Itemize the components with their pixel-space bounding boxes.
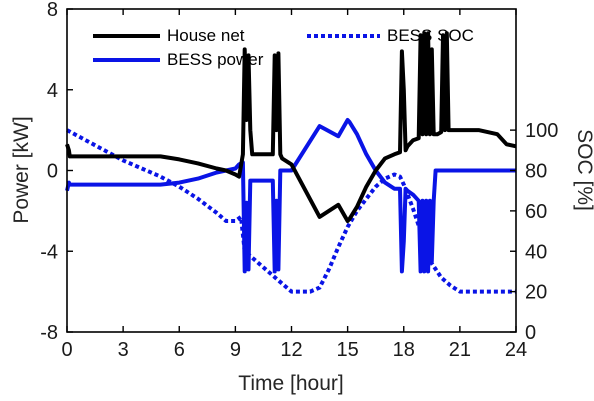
legend-label-bess-power: BESS power [167,50,264,69]
x-tick-label: 0 [61,339,72,361]
x-tick-label: 15 [337,339,359,361]
legend: House net BESS power BESS SOC [93,26,474,69]
y-right-tick-label: 0 [525,322,536,344]
y-axis-label-left: Power [kW] [10,116,33,223]
series-line-house-net [65,31,517,223]
y-right-tick-label: 20 [525,282,547,304]
y-left-tick-label: 4 [47,80,58,102]
legend-label-house-net: House net [167,26,245,45]
y-left-tick-label: 8 [47,0,58,21]
y-left-tick-label: -4 [40,241,58,263]
y-right-tick-label: 100 [525,120,558,142]
y-axis-label-right: SOC [%] [573,129,594,211]
x-tick-label: 21 [449,339,471,361]
y-left-tick-label: 0 [47,161,58,183]
legend-label-bess-soc: BESS SOC [387,26,474,45]
plot-lines [65,31,517,294]
x-axis-label: Time [hour] [238,372,343,395]
x-tick-label: 24 [505,339,527,361]
y-right-tick-label: 60 [525,201,547,223]
series-line-bess-power [65,118,516,274]
x-tick-label: 3 [118,339,129,361]
x-tick-label: 6 [174,339,185,361]
series-line-bess-soc [66,128,516,294]
x-tick-label: 12 [280,339,302,361]
x-tick-label: 18 [393,339,415,361]
x-tick-label: 9 [230,339,241,361]
y-left-tick-label: -8 [40,322,58,344]
y-right-tick-label: 40 [525,241,547,263]
y-right-tick-label: 80 [525,161,547,183]
